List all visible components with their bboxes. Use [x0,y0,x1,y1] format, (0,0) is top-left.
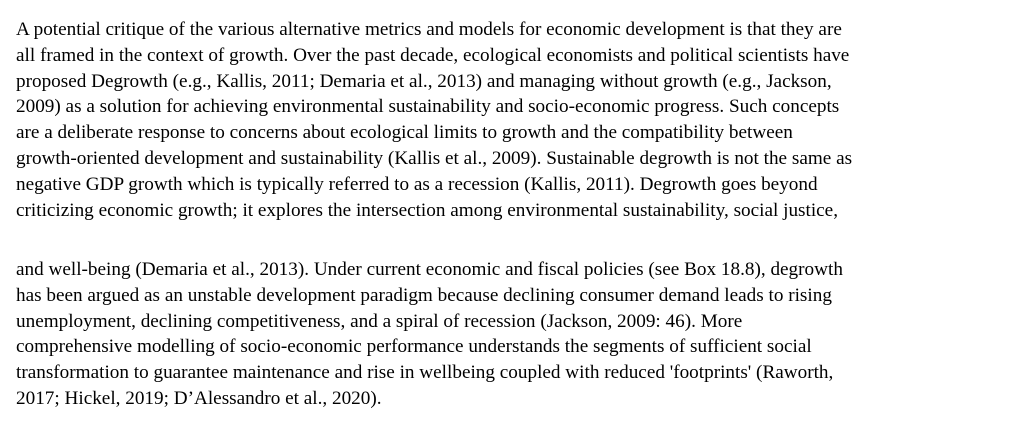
text-line: transformation to guarantee maintenance … [16,362,834,384]
text-line: unemployment, declining competitiveness,… [16,310,743,332]
text-line: 2009) as a solution for achieving enviro… [16,96,840,118]
text-line: comprehensive modelling of socio-economi… [16,336,812,358]
text-line: negative GDP growth which is typically r… [16,173,818,195]
text-line: 2017; Hickel, 2019; D’Alessandro et al.,… [16,387,382,409]
text-line: A potential critique of the various alte… [16,19,842,40]
text-line: has been argued as an unstable developme… [16,284,832,306]
body-paragraph-bottom: and well-being (Demaria et al., 2013). U… [16,257,843,412]
body-paragraph-top: A potential critique of the various alte… [16,17,852,223]
text-line: are a deliberate response to concerns ab… [16,122,793,144]
text-line: all framed in the context of growth. Ove… [16,44,850,66]
text-line: proposed Degrowth (e.g., Kallis, 2011; D… [16,70,832,92]
text-line: and well-being (Demaria et al., 2013). U… [16,259,843,280]
text-line: criticizing economic growth; it explores… [16,199,838,221]
text-line: growth-oriented development and sustaina… [16,147,853,169]
